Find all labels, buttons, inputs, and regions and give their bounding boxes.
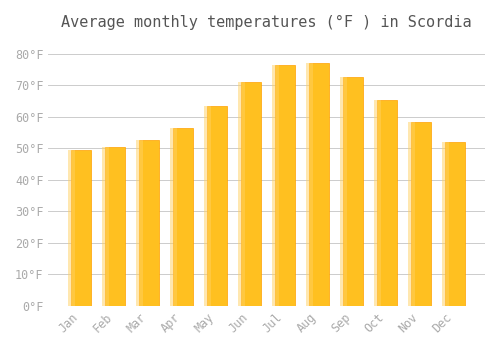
Bar <box>136 140 143 306</box>
Bar <box>377 99 397 306</box>
Bar <box>275 65 295 306</box>
Bar <box>102 147 110 306</box>
Bar <box>105 147 125 306</box>
Bar <box>340 77 347 306</box>
Bar <box>309 63 329 306</box>
Title: Average monthly temperatures (°F ) in Scordia: Average monthly temperatures (°F ) in Sc… <box>62 15 472 30</box>
Bar <box>343 77 363 306</box>
Bar <box>408 121 416 306</box>
Bar <box>272 65 280 306</box>
Bar <box>445 142 465 306</box>
Bar <box>241 82 261 306</box>
Bar <box>207 106 227 306</box>
Bar <box>411 121 431 306</box>
Bar <box>238 82 246 306</box>
Bar <box>139 140 159 306</box>
Bar <box>68 150 76 306</box>
Bar <box>204 106 212 306</box>
Bar <box>306 63 314 306</box>
Bar <box>374 99 382 306</box>
Bar <box>442 142 450 306</box>
Bar <box>71 150 91 306</box>
Bar <box>170 128 177 306</box>
Bar <box>173 128 193 306</box>
